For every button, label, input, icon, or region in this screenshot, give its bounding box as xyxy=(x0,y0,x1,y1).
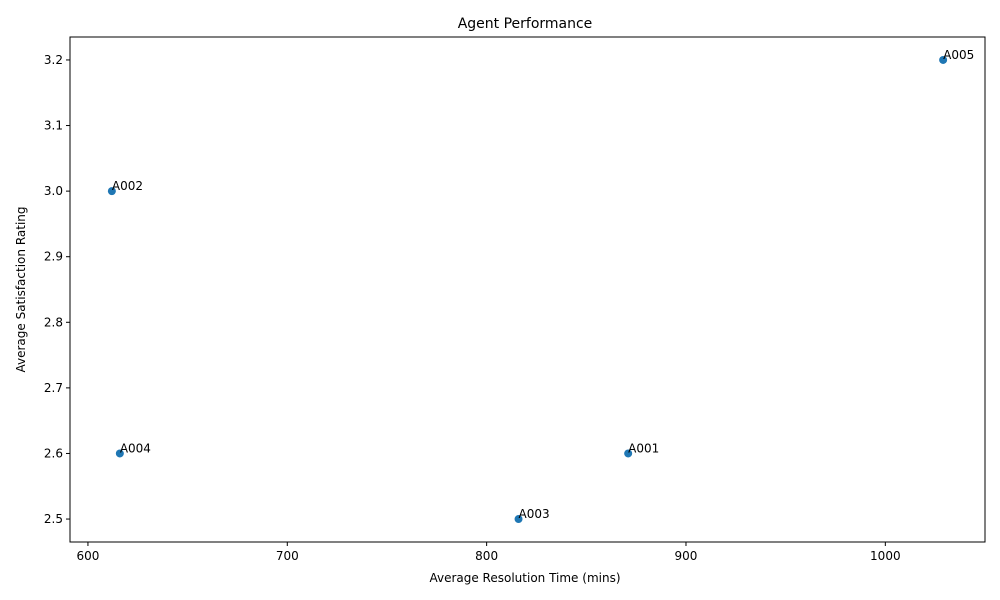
y-tick-label: 3.2 xyxy=(44,53,63,67)
y-tick-label: 3.1 xyxy=(44,119,63,133)
scatter-marker xyxy=(624,449,633,458)
data-point-a002: A002 xyxy=(107,179,143,196)
y-axis-label: Average Satisfaction Rating xyxy=(14,206,28,372)
point-label: A001 xyxy=(628,441,659,455)
x-tick-label: 700 xyxy=(276,549,299,563)
chart-title: Agent Performance xyxy=(458,16,593,32)
point-label: A003 xyxy=(519,507,550,521)
data-point-a005: A005 xyxy=(939,48,974,64)
data-point-a003: A003 xyxy=(514,507,550,524)
y-tick-label: 2.6 xyxy=(44,446,63,460)
x-tick-label: 600 xyxy=(76,549,99,563)
data-point-a004: A004 xyxy=(115,441,151,458)
y-axis: 2.5 2.6 2.7 2.8 2.9 3.0 3.1 3.2 xyxy=(44,53,70,526)
y-tick-label: 2.9 xyxy=(44,250,63,264)
scatter-marker xyxy=(107,187,116,196)
scatter-marker xyxy=(939,55,948,64)
plot-area: A001 A002 A003 A004 A005 xyxy=(107,48,974,524)
y-tick-label: 2.7 xyxy=(44,381,63,395)
y-tick-label: 2.8 xyxy=(44,315,63,329)
point-label: A004 xyxy=(120,441,151,455)
x-axis-label: Average Resolution Time (mins) xyxy=(429,571,620,585)
x-axis: 600 700 800 900 1000 xyxy=(76,542,901,563)
scatter-marker xyxy=(115,449,124,458)
x-tick-label: 800 xyxy=(475,549,498,563)
data-point-a001: A001 xyxy=(624,441,659,458)
y-tick-label: 2.5 xyxy=(44,512,63,526)
point-label: A002 xyxy=(112,179,143,193)
y-tick-label: 3.0 xyxy=(44,184,63,198)
point-label: A005 xyxy=(943,48,974,62)
x-tick-label: 900 xyxy=(675,549,698,563)
scatter-marker xyxy=(514,515,523,524)
x-tick-label: 1000 xyxy=(870,549,901,563)
plot-frame xyxy=(69,36,986,543)
